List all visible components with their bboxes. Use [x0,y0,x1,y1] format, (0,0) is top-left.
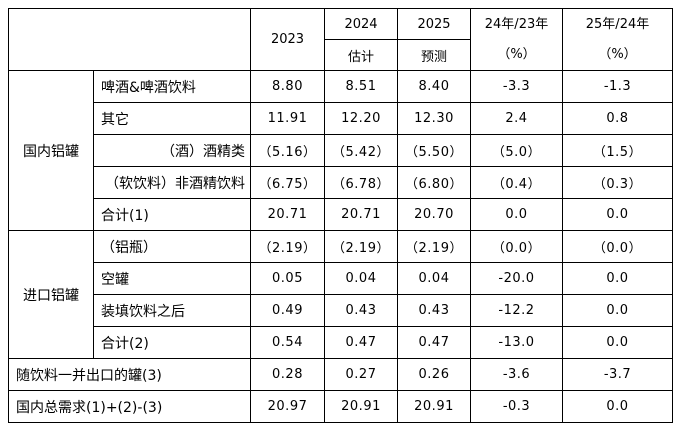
cell-value: （5.16） [250,134,325,167]
table-row: （软饮料）非酒精饮料 （6.75） （6.78） （6.80） （0.4） （0… [9,166,673,199]
cell-value: （2.19） [324,230,398,263]
cell-value: 20.71 [324,198,398,231]
cell-value: （6.78） [324,166,398,199]
header-row-1: 2023 2024 2025 24年/23年 （%） 25年/24年 （%） [8,8,673,71]
cell-value: 0.47 [324,326,398,359]
cell-value: 0.47 [397,326,471,359]
cell-value: -1.3 [562,70,673,103]
cell-value: 0.0 [562,326,673,359]
cell-value: 0.28 [250,358,325,391]
col-header-ratio-24-23-line1: 24年/23年 [484,16,549,32]
row-label-alcoholic: （酒）酒精类 [93,134,251,167]
cell-value: 20.91 [324,390,398,423]
header-row-2: 估计 预测 [9,39,673,71]
cell-value: （0.4） [470,166,563,199]
col-subheader-2025-forecast: 预测 [397,39,471,71]
row-label-non-alcoholic: （软饮料）非酒精饮料 [93,166,251,199]
cell-value: 8.51 [324,70,398,103]
cell-value: 0.0 [562,262,673,295]
cell-value: 8.40 [397,70,471,103]
col-header-ratio-24-23: 24年/23年 （%） [470,8,563,71]
table-row: 其它 11.91 12.20 12.30 2.4 0.8 [9,102,673,135]
cell-value: （2.19） [250,230,325,263]
cell-value: （2.19） [397,230,471,263]
table-row: 国内铝罐 啤酒&啤酒饮料 8.80 8.51 8.40 -3.3 -1.3 [8,70,673,231]
cell-value: -3.3 [470,70,563,103]
table-row: 国内总需求(1)+(2)-(3) 20.97 20.91 20.91 -0.3 … [8,390,673,423]
cell-value: -12.2 [470,294,563,327]
col-header-ratio-25-24: 25年/24年 （%） [562,8,673,71]
cell-value: 20.97 [250,390,325,423]
cell-value: 0.27 [324,358,398,391]
cell-value: 0.0 [470,198,563,231]
cell-value: 0.8 [562,102,673,135]
row-label-total-domestic-demand: 国内总需求(1)+(2)-(3) [8,390,251,423]
cell-value: （6.75） [250,166,325,199]
table-row: 装填饮料之后 0.49 0.43 0.43 -12.2 0.0 [9,294,673,327]
cell-value: -0.3 [470,390,563,423]
table-body: 国内铝罐 啤酒&啤酒饮料 8.80 8.51 8.40 -3.3 -1.3 其它… [8,70,673,423]
cell-value: （5.50） [397,134,471,167]
col-header-ratio-24-23-line2: （%） [497,46,536,62]
cell-value: 0.49 [250,294,325,327]
col-header-2023: 2023 [250,8,325,71]
cell-value: -3.6 [470,358,563,391]
col-header-2024: 2024 [324,8,398,40]
cell-value: （0.3） [562,166,673,199]
table-row: （酒）酒精类 （5.16） （5.42） （5.50） （5.0） （1.5） [9,134,673,167]
row-label-other: 其它 [93,102,251,135]
cell-value: 0.0 [562,198,673,231]
cell-value: （5.0） [470,134,563,167]
cell-value: 0.04 [397,262,471,295]
col-subheader-2024-estimate: 估计 [324,39,398,71]
col-header-2025: 2025 [397,8,471,40]
row-label-subtotal-1: 合计(1) [93,198,251,231]
cell-value: （6.80） [397,166,471,199]
cell-value: 0.0 [562,390,673,423]
cell-value: （0.0） [470,230,563,263]
aluminum-can-demand-table: 2023 2024 2025 24年/23年 （%） 25年/24年 （%） 估… [8,8,673,423]
cell-value: 2.4 [470,102,563,135]
cell-value: 0.54 [250,326,325,359]
group-label-domestic-cans: 国内铝罐 [8,70,94,231]
row-label-beer: 啤酒&啤酒饮料 [93,70,251,103]
cell-value: 0.26 [397,358,471,391]
table-row: 合计(2) 0.54 0.47 0.47 -13.0 0.0 [9,326,673,359]
cell-value: 11.91 [250,102,325,135]
row-label-subtotal-2: 合计(2) [93,326,251,359]
cell-value: 20.70 [397,198,471,231]
row-label-filled-beverage: 装填饮料之后 [93,294,251,327]
cell-value: 0.0 [562,294,673,327]
cell-value: -13.0 [470,326,563,359]
col-header-ratio-25-24-line1: 25年/24年 [585,16,650,32]
cell-value: 12.20 [324,102,398,135]
cell-value: 0.43 [324,294,398,327]
table-row: 空罐 0.05 0.04 0.04 -20.0 0.0 [9,262,673,295]
table-row: 进口铝罐 （铝瓶） （2.19） （2.19） （2.19） （0.0） （0.… [8,230,673,359]
group-label-imported-cans: 进口铝罐 [8,230,94,359]
row-label-exported-cans: 随饮料一并出口的罐(3) [8,358,251,391]
cell-value: （5.42） [324,134,398,167]
table-header: 2023 2024 2025 24年/23年 （%） 25年/24年 （%） 估… [8,8,673,71]
cell-value: 0.05 [250,262,325,295]
cell-value: -20.0 [470,262,563,295]
cell-value: 20.91 [397,390,471,423]
table-row: 随饮料一并出口的罐(3) 0.28 0.27 0.26 -3.6 -3.7 [8,358,673,391]
cell-value: 0.04 [324,262,398,295]
cell-value: 20.71 [250,198,325,231]
cell-value: -3.7 [562,358,673,391]
cell-value: （0.0） [562,230,673,263]
table-row: 合计(1) 20.71 20.71 20.70 0.0 0.0 [9,198,673,231]
col-header-ratio-25-24-line2: （%） [598,46,637,62]
cell-value: 0.43 [397,294,471,327]
corner-cell [8,8,251,71]
cell-value: （1.5） [562,134,673,167]
cell-value: 12.30 [397,102,471,135]
cell-value: 8.80 [250,70,325,103]
row-label-empty-cans: 空罐 [93,262,251,295]
row-label-aluminum-bottle: （铝瓶） [93,230,251,263]
